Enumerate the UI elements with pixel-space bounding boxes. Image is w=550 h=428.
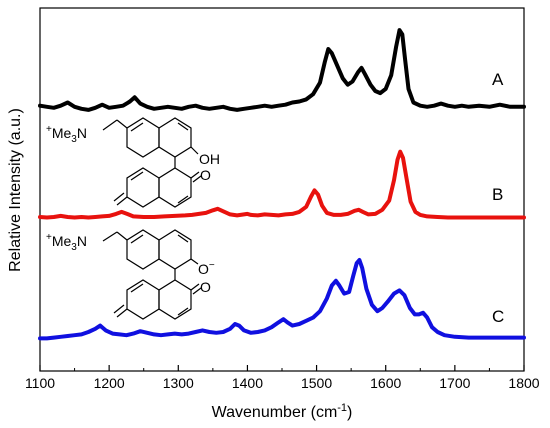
series-label-a: A [492,70,504,89]
x-tick-label: 1500 [301,375,332,391]
structure-bottom-o: O [198,261,209,277]
structure-top-ring-3 [158,167,192,208]
structure-top-me: Me [52,125,72,141]
structure-top-n-bond [102,119,118,131]
structure-bottom-o-bond [190,258,199,265]
structure-top-ammonium: +Me3N [46,124,87,145]
x-tick-label: 1100 [25,375,55,391]
x-tick-label: 1700 [439,375,470,391]
x-tick-label: 1800 [508,375,539,391]
structure-top-bond-3 [130,171,144,181]
y-axis-label: Relative Intensity (a.u.) [7,108,24,272]
series-line-a [38,28,526,112]
structure-top-carbonyl: O [200,167,211,183]
structure-bottom-ring-4 [126,279,160,320]
structure-bottom-o-charge: − [209,260,215,271]
structure-bottom-n-bond [102,231,118,242]
structure-bottom-ammonium: +Me3N [46,232,87,253]
x-tick-label: 1300 [163,375,194,391]
structure-top-co-2 [192,175,202,183]
structure-top-bond-2 [177,122,189,131]
structure-bottom-n: N [77,233,87,249]
structure-bottom-methylene-1 [116,308,128,318]
structure-top-oh-bond [190,146,199,155]
x-axis-label: Wavenumber (cm-1) [212,402,353,421]
structure-bottom-bond-4 [177,307,189,316]
structure-top-ch2 [116,119,128,129]
structure-bottom-bond-3 [130,283,144,293]
structure-top-n: N [77,125,87,141]
structure-top-methylene-2 [113,192,125,202]
structure-top-plus: + [46,124,52,135]
structure-top-oh: OH [199,151,220,167]
structure-bottom-methylene-2 [113,304,125,314]
series-label-c: C [492,307,504,326]
x-axis-label-tail: ) [347,404,352,421]
structure-bottom-ring-2 [158,229,192,270]
series-line-b [38,149,526,220]
structure-bottom-bond-1 [130,234,144,244]
structure-top-bond-4 [177,195,189,204]
structure-top-ring-2 [158,117,192,158]
structure-top-ring-1 [126,117,160,158]
structure-top-methylene-1 [116,196,128,206]
structure-bottom-ring-1 [126,229,160,270]
structure-bottom-ch2 [116,231,128,241]
x-tick-label: 1400 [232,375,263,391]
structure-bottom-bond-2 [177,234,189,243]
structure-top-ring-4 [126,167,160,208]
x-tick-label: 1600 [370,375,401,391]
series-label-b: B [492,185,503,204]
x-axis-label-sup: -1 [337,402,347,414]
structure-bottom-me: Me [52,233,72,249]
x-axis-ticks: 1100 1200 1300 1400 1500 1600 1700 1800 [25,365,540,391]
structure-bottom-carbonyl: O [200,279,211,295]
structure-bottom [102,229,202,320]
series-line-c [38,258,526,341]
structure-bottom-ring-3 [158,279,192,320]
structure-top-co-1 [190,171,200,179]
structure-bottom-co-2 [192,287,202,295]
x-axis-label-main: Wavenumber (cm [212,404,338,421]
x-tick-label: 1200 [94,375,125,391]
structure-bottom-plus: + [46,232,52,243]
plot-frame [39,7,525,372]
structure-top-me-sub: 3 [71,134,77,145]
structure-bottom-co-1 [190,283,200,291]
structure-bottom-oxide: O− [198,260,215,277]
structure-bottom-me-sub: 3 [71,242,77,253]
structure-top-bond-1 [130,122,144,132]
structure-top [102,117,202,208]
